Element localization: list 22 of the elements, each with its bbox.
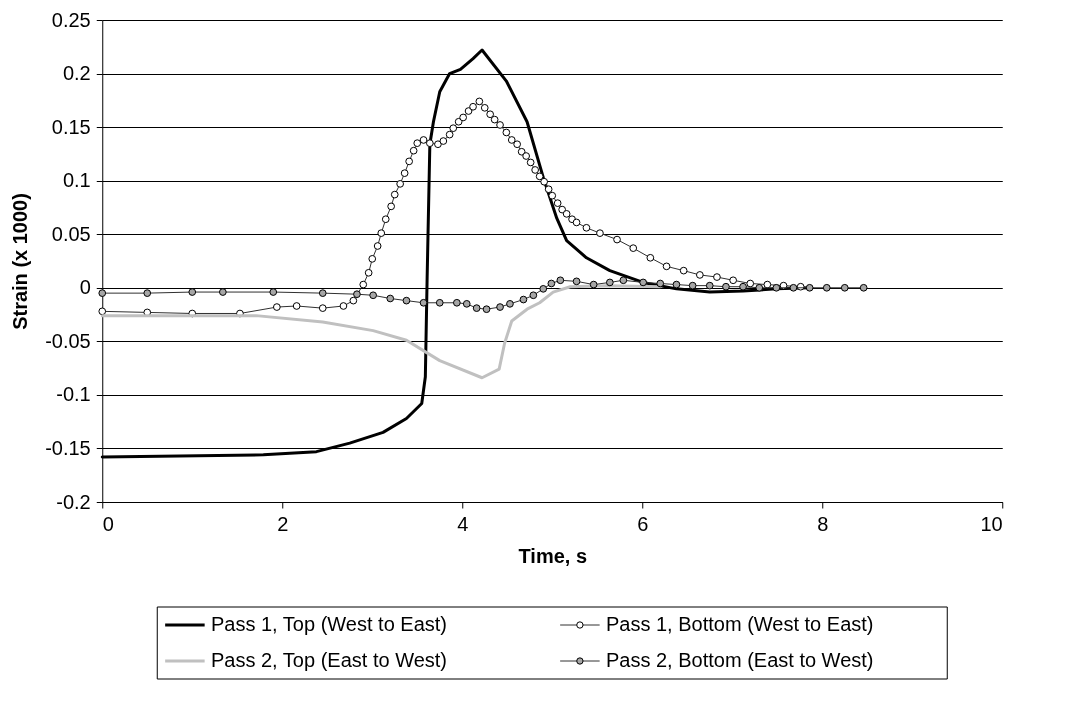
y-tick-label: -0.15 <box>45 436 91 459</box>
y-tick-label: 0.2 <box>62 62 91 85</box>
legend-label: Pass 2, Top (East to West) <box>210 649 447 671</box>
x-tick-label: 10 <box>980 512 1003 535</box>
x-tick-label: 8 <box>817 512 829 535</box>
y-tick-label: 0.25 <box>51 8 91 31</box>
legend-label: Pass 1, Bottom (West to East) <box>605 613 874 635</box>
y-tick-label: 0.15 <box>51 115 91 138</box>
y-tick-label: 0 <box>79 276 91 299</box>
y-tick-label: -0.2 <box>56 490 91 513</box>
legend-label: Pass 1, Top (West to East) <box>210 613 447 635</box>
y-tick-label: -0.1 <box>56 383 91 406</box>
legend-label: Pass 2, Bottom (East to West) <box>605 649 874 671</box>
x-tick-label: 2 <box>277 512 289 535</box>
y-tick-label: 0.05 <box>51 222 91 245</box>
x-tick-label: 0 <box>102 512 114 535</box>
y-tick-label: -0.05 <box>45 329 91 352</box>
x-tick-label: 6 <box>637 512 649 535</box>
x-tick-label: 4 <box>457 512 469 535</box>
y-tick-label: 0.1 <box>62 169 91 192</box>
x-axis-title: Time, s <box>518 544 588 567</box>
y-axis-title: Strain (x 1000) <box>9 193 32 330</box>
